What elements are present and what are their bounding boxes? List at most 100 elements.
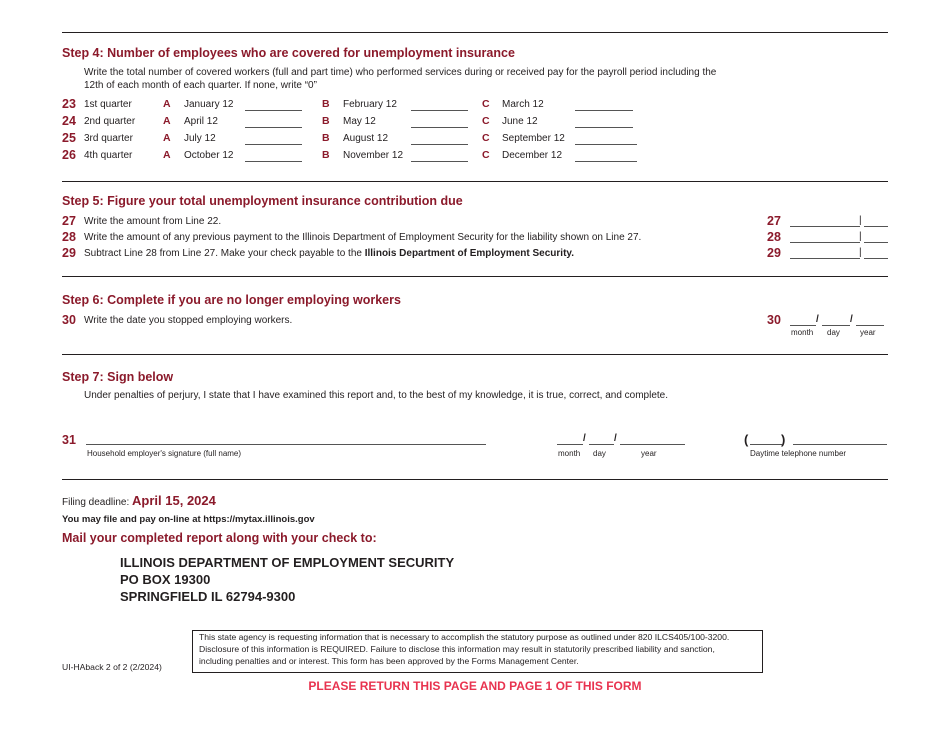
line-text-plain: Write the amount from Line 22. (84, 216, 222, 227)
divider (62, 354, 888, 355)
quarter-label: 3rd quarter (84, 133, 133, 144)
employee-count-field[interactable] (411, 161, 468, 162)
line-number: 23 (62, 97, 76, 111)
quarter-label: 1st quarter (84, 99, 132, 110)
employee-count-field[interactable] (245, 110, 302, 111)
phone-caption: Daytime telephone number (750, 449, 847, 458)
step4-desc: Write the total number of covered worker… (84, 67, 717, 78)
employee-count-field[interactable] (575, 110, 633, 111)
address-line: SPRINGFIELD IL 62794-9300 (120, 589, 296, 604)
step5-title: Step 5: Figure your total unemployment i… (62, 194, 463, 208)
divider (62, 479, 888, 480)
line-number: 26 (62, 148, 76, 162)
step4-title: Step 4: Number of employees who are cove… (62, 46, 515, 60)
column-letter: A (163, 115, 171, 127)
cents-field[interactable] (864, 226, 888, 227)
line-number: 28 (767, 230, 781, 244)
month-caption: month (791, 328, 814, 337)
cents-field[interactable] (864, 258, 888, 259)
year-caption: year (860, 328, 876, 337)
stop-day-field[interactable] (822, 325, 850, 326)
year-caption: year (641, 449, 657, 458)
month-label: January 12 (184, 99, 234, 110)
dollars-field[interactable] (790, 258, 860, 259)
line-text: Write the date you stopped employing wor… (84, 315, 293, 326)
notice-line: including penalties and or interest. Thi… (199, 656, 579, 666)
step4-desc: 12th of each month of each quarter. If n… (84, 80, 317, 91)
employee-count-field[interactable] (411, 127, 468, 128)
month-label: February 12 (343, 99, 397, 110)
employee-count-field[interactable] (575, 127, 633, 128)
divider (62, 181, 888, 182)
line-number: 29 (767, 246, 781, 260)
employee-count-field[interactable] (411, 110, 468, 111)
month-label: April 12 (184, 116, 218, 127)
line-number: 29 (62, 246, 76, 260)
line-text: Subtract Line 28 from Line 27. Make your… (84, 248, 574, 259)
line-text-bold: Illinois Department of Employment Securi… (364, 248, 575, 259)
column-letter: B (322, 149, 330, 161)
line-number: 31 (62, 433, 76, 447)
employee-count-field[interactable] (575, 144, 637, 145)
line-text-plain: Write the amount of any previous payment… (84, 232, 642, 243)
mail-heading: Mail your completed report along with yo… (62, 531, 377, 545)
deadline-label: Filing deadline: (62, 497, 133, 508)
privacy-notice-box: This state agency is requesting informat… (192, 630, 763, 673)
deadline-date: April 15, 2024 (132, 493, 216, 508)
stop-year-field[interactable] (856, 325, 884, 326)
cents-field[interactable] (864, 242, 888, 243)
quarter-label: 4th quarter (84, 150, 133, 161)
line-number: 27 (767, 214, 781, 228)
column-letter: C (482, 149, 490, 161)
month-label: August 12 (343, 133, 389, 144)
sign-day-field[interactable] (589, 444, 614, 445)
line-text: Write the amount of any previous payment… (84, 232, 641, 243)
step6-title: Step 6: Complete if you are no longer em… (62, 293, 401, 307)
month-label: October 12 (184, 150, 234, 161)
line-number: 27 (62, 214, 76, 228)
online-filing-link[interactable]: You may file and pay on-line at https://… (62, 514, 315, 525)
column-letter: C (482, 115, 490, 127)
form-id: UI-HAback 2 of 2 (2/2024) (62, 662, 162, 672)
month-label: May 12 (343, 116, 376, 127)
notice-line: This state agency is requesting informat… (199, 632, 730, 642)
line-number: 30 (767, 313, 781, 327)
column-letter: A (163, 149, 171, 161)
sign-month-field[interactable] (557, 444, 583, 445)
line-number: 30 (62, 313, 76, 327)
line-number: 24 (62, 114, 76, 128)
notice-line: Disclosure of this information is REQUIR… (199, 644, 715, 654)
line-text-plain: Subtract Line 28 from Line 27. Make your… (84, 248, 365, 259)
employee-count-field[interactable] (245, 161, 302, 162)
perjury-statement: Under penalties of perjury, I state that… (84, 390, 669, 401)
employee-count-field[interactable] (245, 144, 302, 145)
month-label: July 12 (184, 133, 216, 144)
dollars-field[interactable] (790, 242, 860, 243)
line-number: 28 (62, 230, 76, 244)
column-letter: A (163, 98, 171, 110)
day-caption: day (593, 449, 606, 458)
area-code-field[interactable] (750, 444, 782, 445)
day-caption: day (827, 328, 840, 337)
filing-deadline: Filing deadline: April 15, 2024 (62, 492, 216, 510)
month-caption: month (558, 449, 581, 458)
column-letter: B (322, 98, 330, 110)
signature-field[interactable] (86, 444, 486, 445)
month-label: June 12 (502, 116, 538, 127)
employee-count-field[interactable] (411, 144, 468, 145)
line-number: 25 (62, 131, 76, 145)
employee-count-field[interactable] (245, 127, 302, 128)
month-label: December 12 (502, 150, 563, 161)
employee-count-field[interactable] (575, 161, 637, 162)
column-letter: A (163, 132, 171, 144)
dollars-field[interactable] (790, 226, 860, 227)
column-letter: B (322, 115, 330, 127)
stop-month-field[interactable] (790, 325, 816, 326)
month-label: March 12 (502, 99, 544, 110)
signature-caption: Household employer's signature (full nam… (87, 449, 242, 458)
month-label: November 12 (343, 150, 404, 161)
sign-year-field[interactable] (620, 444, 685, 445)
phone-field[interactable] (793, 444, 887, 445)
step7-title: Step 7: Sign below (62, 370, 174, 384)
